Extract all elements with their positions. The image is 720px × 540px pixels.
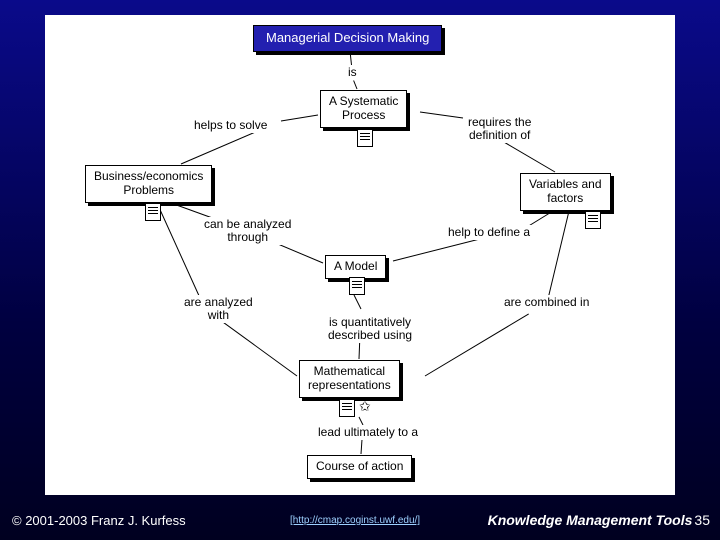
edge-label: requires the definition of <box>465 115 534 143</box>
edge-label: can be analyzed through <box>201 217 294 245</box>
footer-title: Knowledge Management Tools <box>488 512 693 528</box>
edge-label: are combined in <box>501 295 592 310</box>
diagram-canvas: Managerial Decision Making A Systematic P… <box>45 15 675 495</box>
node-model: A Model <box>325 255 386 279</box>
note-icon[interactable] <box>357 129 373 147</box>
page-number: 35 <box>694 512 710 528</box>
note-icon[interactable] <box>339 399 355 417</box>
footer-title-block: Knowledge Management Tools35 <box>488 512 710 528</box>
note-icon[interactable] <box>349 277 365 295</box>
node-process: A Systematic Process <box>320 90 407 128</box>
footer-link[interactable]: [http://cmap.coginst.uwf.edu/] <box>290 515 420 526</box>
star-icon[interactable]: ✩ <box>359 399 371 413</box>
node-bizprob: Business/economics Problems <box>85 165 212 203</box>
edge-label: is quantitatively described using <box>325 315 415 343</box>
node-vars: Variables and factors <box>520 173 611 211</box>
footer-copyright: © 2001-2003 Franz J. Kurfess <box>12 513 186 528</box>
note-icon[interactable] <box>145 203 161 221</box>
edge-label: helps to solve <box>191 118 270 133</box>
edge-label: help to define a <box>445 225 533 240</box>
edge-label: lead ultimately to a <box>315 425 421 440</box>
edge-label: are analyzed with <box>181 295 256 323</box>
edge-label: is <box>345 65 360 80</box>
note-icon[interactable] <box>585 211 601 229</box>
node-mathrep: Mathematical representations <box>299 360 400 398</box>
node-title: Managerial Decision Making <box>253 25 442 52</box>
slide: Managerial Decision Making A Systematic P… <box>0 0 720 540</box>
source-link[interactable]: [http://cmap.coginst.uwf.edu/] <box>290 515 420 526</box>
node-course: Course of action <box>307 455 412 479</box>
